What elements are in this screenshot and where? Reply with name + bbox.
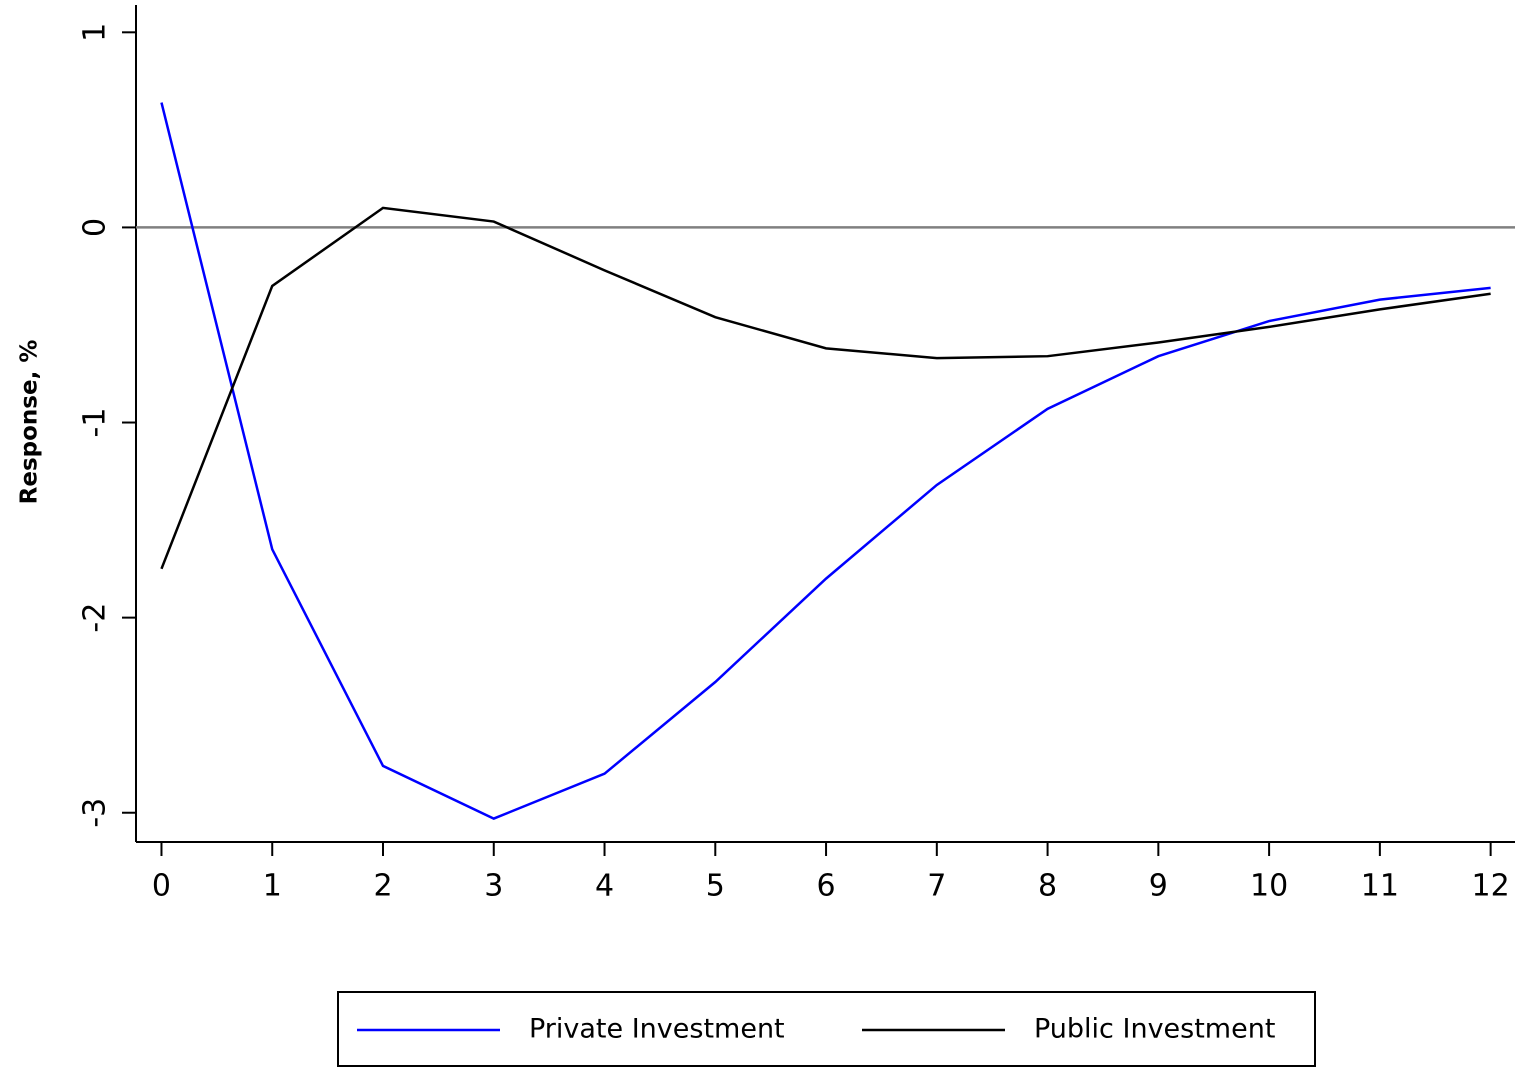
x-tick-label: 12: [1472, 869, 1510, 904]
x-tick-label: 7: [927, 869, 946, 904]
x-tick-label: 6: [817, 869, 836, 904]
y-tick-label: 1: [78, 23, 113, 42]
y-tick-label: -1: [78, 408, 113, 438]
legend-label: Private Investment: [529, 1014, 785, 1045]
x-tick-label: 10: [1250, 869, 1288, 904]
series-line: [160, 102, 1491, 820]
x-tick-label: 4: [595, 869, 614, 904]
x-tick-label: 2: [373, 869, 392, 904]
x-tick-label: 0: [152, 869, 171, 904]
legend-box: [337, 991, 1316, 1067]
x-tick-label: 1: [263, 869, 282, 904]
y-tick-label: 0: [78, 218, 113, 237]
x-tick-label: 5: [706, 869, 725, 904]
series-line: [160, 206, 1491, 570]
x-tick-label: 8: [1038, 869, 1057, 904]
x-tick-label: 11: [1361, 869, 1399, 904]
y-tick-label: -3: [78, 798, 113, 828]
x-tick-label: 3: [484, 869, 503, 904]
x-tick-label: 9: [1149, 869, 1168, 904]
y-tick-label: -2: [78, 603, 113, 633]
legend-label: Public Investment: [1034, 1014, 1275, 1045]
y-axis-label: Response, %: [17, 340, 43, 505]
